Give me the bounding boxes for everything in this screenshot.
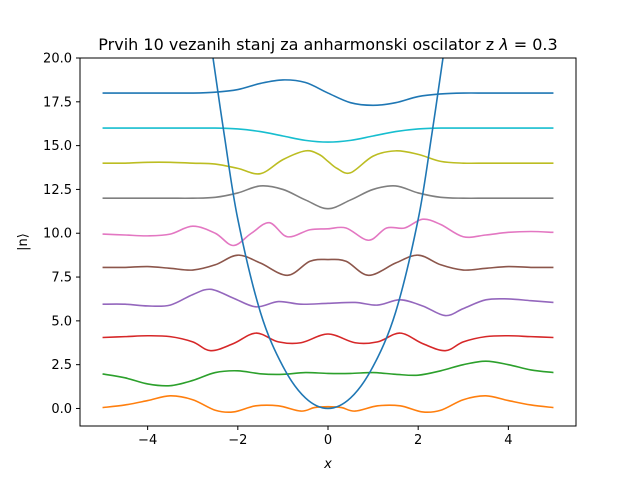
potential-curve [212, 58, 444, 410]
y-tick-label: 20.0 [43, 52, 72, 67]
y-tick-label: 10.0 [43, 227, 72, 242]
series-layer [102, 58, 554, 414]
y-tick-label: 17.5 [43, 95, 72, 110]
series-line-5 [102, 218, 554, 247]
x-axis: −4 −2 0 2 4 [138, 426, 513, 448]
series-line-1 [102, 360, 554, 387]
x-tick-label: 0 [324, 433, 332, 448]
chart-title: Prvih 10 vezanih stanj za anharmonski os… [98, 35, 557, 54]
x-tick-label: −2 [228, 433, 247, 448]
y-tick-label: 7.5 [51, 271, 72, 286]
series-line-2 [102, 332, 554, 352]
series-line-0 [102, 395, 554, 414]
y-axis-label: |n⟩ [16, 233, 31, 251]
x-axis-label: x [323, 457, 332, 472]
series-line-4 [102, 254, 554, 277]
y-axis: 0.0 2.5 5.0 7.5 10.0 12.5 15.0 17.5 20.0 [43, 52, 80, 417]
series-line-8 [102, 127, 554, 143]
series-line-6 [102, 185, 554, 210]
series-line-3 [102, 288, 554, 317]
y-tick-label: 12.5 [43, 183, 72, 198]
series-line-9 [102, 79, 554, 107]
x-tick-label: −4 [138, 433, 157, 448]
x-tick-label: 2 [414, 433, 422, 448]
y-tick-label: 5.0 [51, 314, 72, 329]
y-tick-label: 15.0 [43, 139, 72, 154]
x-tick-label: 4 [504, 433, 512, 448]
y-tick-label: 2.5 [51, 358, 72, 373]
series-line-7 [102, 149, 554, 175]
y-tick-label: 0.0 [51, 402, 72, 417]
